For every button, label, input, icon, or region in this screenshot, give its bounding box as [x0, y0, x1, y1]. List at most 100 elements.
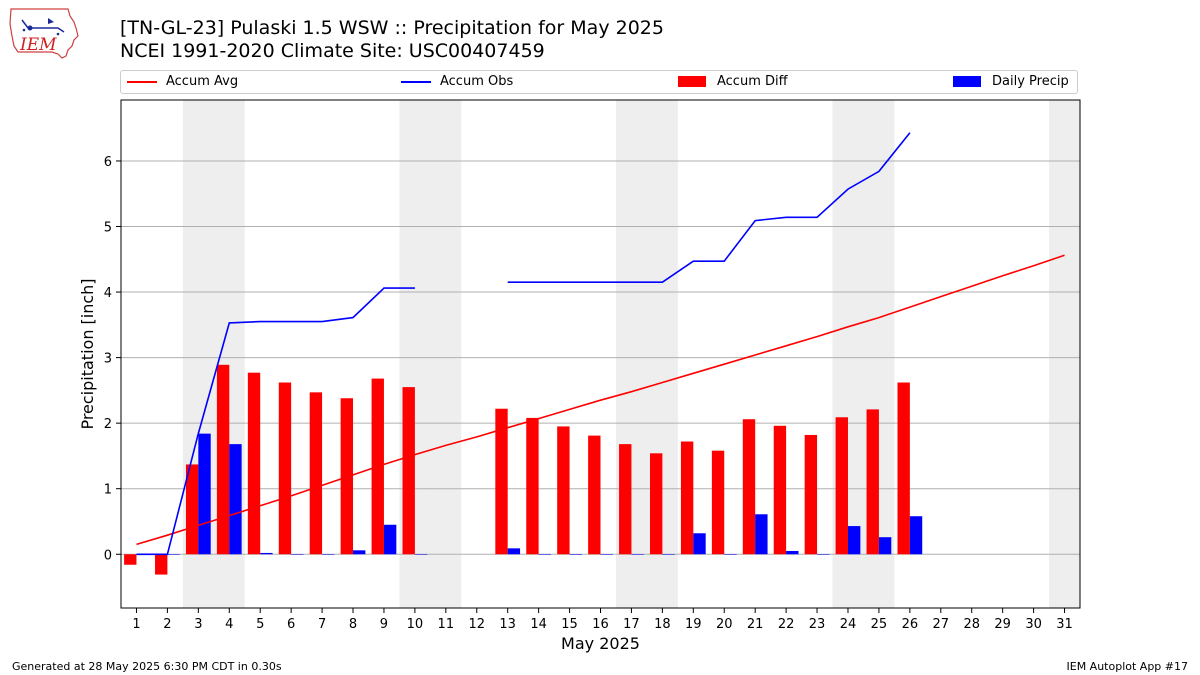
daily-precip-bar [198, 433, 211, 555]
x-tick-label: 3 [194, 617, 202, 632]
chart-title: [TN-GL-23] Pulaski 1.5 WSW :: Precipitat… [120, 17, 664, 39]
accum-diff-bar [773, 425, 787, 555]
x-tick-label: 29 [994, 617, 1011, 632]
x-tick-label: 6 [287, 617, 295, 632]
daily-precip-bar [538, 554, 552, 555]
x-tick-label: 22 [778, 617, 795, 632]
x-tick-label: 30 [1025, 617, 1042, 632]
x-tick-label: 31 [1056, 617, 1073, 632]
x-tick-label: 10 [407, 617, 424, 632]
accum-diff-bar [804, 434, 818, 555]
legend-label: Accum Obs [440, 74, 514, 89]
x-tick-label: 19 [685, 617, 702, 632]
daily-precip-bar [569, 554, 582, 555]
footer-app-text: IEM Autoplot App #17 [1066, 660, 1189, 673]
accum-diff-bar [155, 554, 168, 575]
y-tick-label: 4 [104, 286, 112, 301]
x-tick-label: 20 [716, 617, 733, 632]
accum-diff-bar [897, 382, 910, 555]
accum-diff-bar [866, 409, 879, 555]
daily-precip-bar [878, 537, 892, 555]
legend-swatch-accum-obs [401, 81, 431, 83]
accum-diff-bar [680, 441, 694, 555]
x-tick-label: 7 [318, 617, 326, 632]
y-tick-label: 6 [104, 155, 112, 170]
daily-precip-bar [909, 516, 923, 555]
accum-diff-bar [185, 464, 199, 555]
y-tick-label: 0 [104, 548, 112, 563]
x-tick-label: 13 [499, 617, 516, 632]
daily-precip-bar [322, 554, 335, 555]
accum-obs-line [507, 132, 911, 284]
x-tick-label: 1 [132, 617, 140, 632]
x-tick-label: 27 [933, 617, 950, 632]
daily-precip-bar [507, 548, 521, 555]
daily-precip-bar [786, 550, 799, 555]
accum-diff-bar [619, 444, 632, 555]
y-axis-label: Precipitation [inch] [78, 278, 97, 429]
daily-precip-bar [817, 554, 830, 555]
y-tick-label: 3 [104, 352, 112, 367]
daily-precip-bar [167, 554, 180, 555]
daily-precip-bar [847, 526, 861, 555]
legend-swatch-daily-precip [953, 76, 981, 87]
x-tick-label: 16 [592, 617, 609, 632]
accum-diff-bar [216, 364, 230, 555]
chart-subtitle: NCEI 1991-2020 Climate Site: USC00407459 [120, 40, 545, 62]
footer-generated-text: Generated at 28 May 2025 6:30 PM CDT in … [12, 660, 282, 673]
x-axis-label: May 2025 [561, 634, 640, 653]
legend-label: Accum Diff [717, 74, 788, 89]
accum-diff-bar [588, 435, 601, 555]
x-tick-label: 15 [561, 617, 578, 632]
x-tick-label: 23 [809, 617, 826, 632]
accum-diff-bar [742, 419, 756, 555]
accum-diff-bar [495, 408, 508, 555]
accum-avg-line [136, 254, 1065, 546]
iem-logo: IEM [8, 6, 80, 60]
daily-precip-bar [229, 444, 242, 555]
weekend-shade [430, 100, 462, 608]
accum-diff-bar [309, 392, 323, 555]
x-tick-label: 11 [438, 617, 455, 632]
daily-precip-bar [600, 554, 613, 555]
y-tick-label: 2 [104, 417, 112, 432]
accum-diff-bar [247, 372, 261, 555]
x-tick-label: 18 [654, 617, 671, 632]
x-tick-label: 8 [349, 617, 357, 632]
y-tick-label: 1 [104, 483, 112, 498]
daily-precip-bar [260, 552, 273, 555]
x-tick-label: 25 [871, 617, 888, 632]
accum-diff-bar [711, 450, 725, 555]
x-tick-label: 28 [963, 617, 980, 632]
accum-diff-bar [124, 554, 137, 565]
x-tick-label: 4 [225, 617, 233, 632]
legend: Accum Avg Accum Obs Accum Diff Daily Pre… [120, 70, 1078, 94]
daily-precip-bar [755, 514, 768, 555]
accum-diff-bar [402, 387, 415, 555]
accum-diff-bar [649, 453, 663, 555]
daily-precip-bar [383, 524, 397, 555]
x-tick-label: 12 [468, 617, 485, 632]
x-tick-label: 17 [623, 617, 640, 632]
daily-precip-bar [662, 554, 675, 555]
x-tick-label: 24 [840, 617, 857, 632]
legend-swatch-accum-diff [678, 76, 706, 87]
daily-precip-bar [414, 554, 428, 555]
daily-precip-bar [631, 554, 644, 555]
accum-diff-bar [835, 417, 848, 555]
daily-precip-bar [353, 550, 366, 555]
daily-precip-bar [291, 554, 304, 555]
accum-diff-bar [557, 426, 570, 555]
x-tick-label: 2 [163, 617, 171, 632]
y-tick-label: 5 [104, 221, 112, 236]
x-tick-label: 21 [747, 617, 764, 632]
accum-diff-bar [526, 417, 539, 555]
weekend-shade [1049, 100, 1080, 608]
legend-label: Accum Avg [166, 74, 239, 89]
daily-precip-bar [693, 533, 706, 555]
legend-swatch-accum-avg [127, 81, 157, 83]
x-tick-label: 26 [902, 617, 919, 632]
legend-label: Daily Precip [992, 74, 1069, 89]
accum-diff-bar [278, 382, 292, 555]
